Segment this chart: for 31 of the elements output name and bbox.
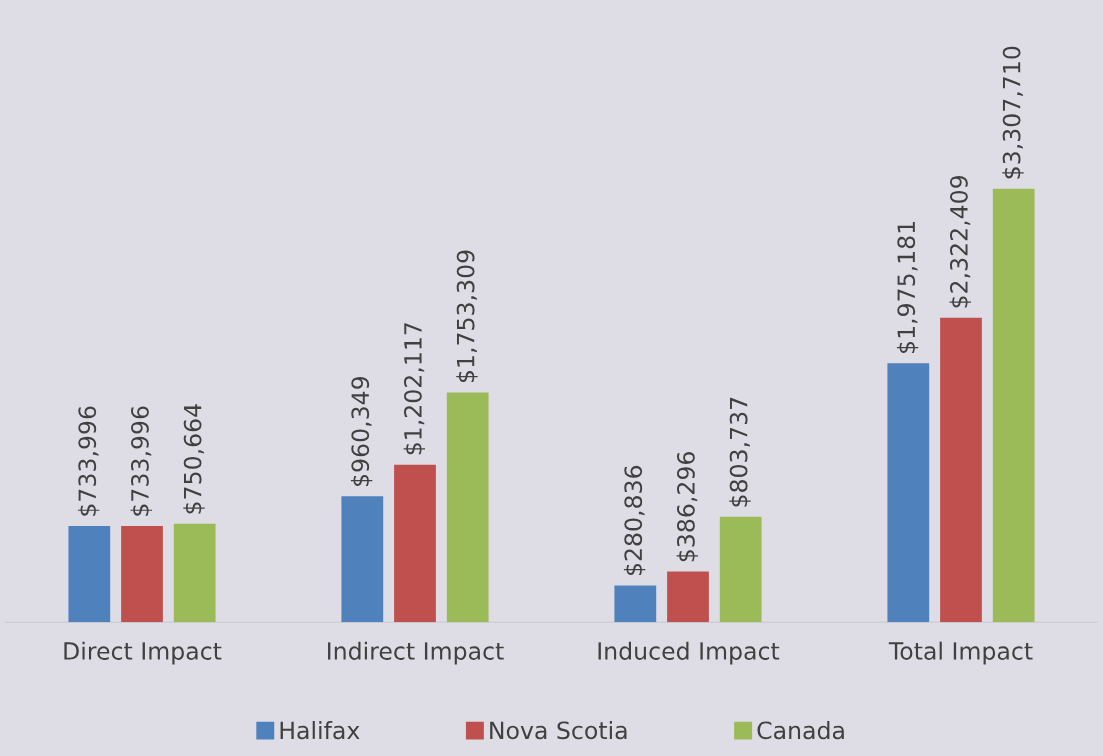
legend-label: Nova Scotia <box>490 720 627 740</box>
bar <box>992 188 1035 623</box>
data-label: $733,996 <box>77 406 100 516</box>
x-tick-label: Total Impact <box>888 641 1033 665</box>
legend-label: Halifax <box>280 720 360 740</box>
bar <box>394 464 436 623</box>
bar <box>614 585 657 623</box>
data-label: $750,664 <box>183 404 205 514</box>
bar <box>341 496 384 623</box>
data-label: $280,836 <box>623 465 646 576</box>
data-label: $803,737 <box>729 397 751 507</box>
data-label: $960,349 <box>350 376 373 487</box>
data-label: $2,322,409 <box>949 175 971 308</box>
x-tick-label: Indirect Impact <box>328 641 504 665</box>
legend-label: Canada <box>757 720 844 740</box>
bar <box>446 392 489 623</box>
bar <box>887 363 930 623</box>
bar <box>121 525 163 623</box>
data-label: $1,753,309 <box>456 250 478 383</box>
bar <box>940 317 982 623</box>
x-tick-label: Direct Impact <box>64 641 222 665</box>
bar <box>68 525 111 623</box>
data-label: $1,975,181 <box>896 221 919 354</box>
data-label: $3,307,710 <box>1002 46 1024 179</box>
data-label: $386,296 <box>676 452 698 562</box>
x-tick-label: Induced Impact <box>598 641 780 665</box>
data-label: $1,202,117 <box>403 323 425 455</box>
bar <box>719 516 762 623</box>
bar <box>173 523 216 623</box>
bar <box>667 571 709 623</box>
data-label: $733,996 <box>130 406 152 516</box>
